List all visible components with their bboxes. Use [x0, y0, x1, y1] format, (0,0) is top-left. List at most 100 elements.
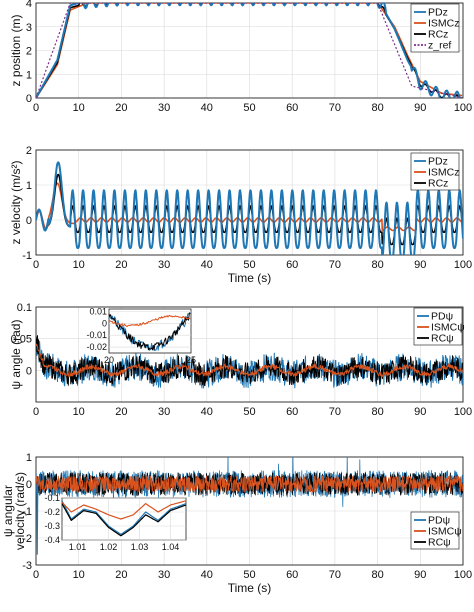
y-tick-label: 0 — [26, 93, 32, 105]
x-tick-label: 40 — [201, 569, 213, 581]
series-line-pdz — [36, 161, 463, 255]
chart-psi-angle: 0 10 20 30 40 50 60 70 80 90 100 0 0.05 0.1 ψ angle (r… — [9, 302, 472, 418]
inset-x-tick-label: 20 — [104, 355, 114, 365]
legend-entry: ISMCψ — [431, 322, 465, 334]
legend-entry: PDz — [428, 156, 448, 168]
series-group — [36, 3, 463, 98]
legend-entry: PDz — [428, 7, 448, 19]
y-axis-label: z position (m) — [9, 14, 23, 86]
x-tick-label: 70 — [329, 406, 341, 418]
x-tick-label: 90 — [414, 102, 426, 114]
y-tick-label: 2 — [26, 46, 32, 58]
inset-psi-angle: 0.01 0 -0.01 -0.02 20 25 — [86, 306, 196, 365]
y-tick-label: -1 — [22, 506, 32, 518]
y-axis-label: ψ angle (rad) — [9, 320, 23, 390]
legend-entry: RCz — [428, 29, 448, 41]
inset-series-line-pdψ — [61, 500, 187, 536]
inset-x-tick-label: 1.02 — [100, 542, 118, 552]
x-tick-label: 60 — [286, 259, 298, 271]
x-tick-label: 30 — [158, 102, 170, 114]
y-axis-label: z velocity (m/s²) — [9, 160, 23, 244]
x-tick-label: 30 — [158, 406, 170, 418]
series-line-ismcψ — [36, 475, 463, 493]
legend-entry: PDψ — [431, 311, 453, 323]
x-tick-label: 50 — [243, 406, 255, 418]
plot-frame — [35, 456, 464, 566]
x-tick-label: 30 — [158, 259, 170, 271]
x-tick-label: 0 — [33, 102, 39, 114]
x-tick-label: 40 — [201, 102, 213, 114]
x-tick-label: 70 — [329, 569, 341, 581]
x-tick-label: 30 — [158, 569, 170, 581]
x-tick-label: 20 — [115, 569, 127, 581]
x-tick-label: 60 — [286, 406, 298, 418]
inset-y-tick-label: -0.2 — [44, 507, 60, 517]
series-line-zref — [36, 3, 463, 98]
inset-x-tick-label: 1.01 — [69, 542, 87, 552]
y-tick-label: 0 — [26, 365, 32, 377]
x-tick-label: 60 — [286, 569, 298, 581]
x-tick-label: 100 — [454, 569, 472, 581]
y-tick-label: -3 — [22, 560, 32, 572]
inset-series-line-ismcψ — [108, 314, 191, 328]
y-tick-label: 1 — [26, 452, 32, 464]
legend-entry: PDψ — [428, 515, 450, 527]
x-tick-label: 0 — [33, 569, 39, 581]
x-tick-label: 80 — [371, 569, 383, 581]
inset-y-tick-label: -0.1 — [44, 493, 60, 503]
x-tick-label: 40 — [201, 259, 213, 271]
legend-entry: ISMCψ — [428, 526, 462, 538]
inset-psi-angular-velocity: -0.1 -0.2 -0.3 -0.4 1.01 1.02 1.03 1.04 — [44, 493, 187, 552]
series-line-pdz — [36, 3, 461, 98]
x-tick-label: 20 — [115, 102, 127, 114]
y-tick-label: 3 — [26, 22, 32, 34]
legend-entry: RCψ — [428, 537, 451, 549]
series-line-ismcψ — [36, 343, 463, 378]
x-tick-label: 90 — [414, 569, 426, 581]
y-tick-label: -1 — [22, 250, 32, 262]
series-line-rcz — [36, 3, 461, 98]
x-tick-label: 100 — [454, 102, 472, 114]
y-tick-label: 1 — [26, 180, 32, 192]
x-tick-label: 80 — [371, 259, 383, 271]
x-tick-label: 50 — [243, 569, 255, 581]
x-tick-label: 20 — [115, 259, 127, 271]
plot-frame — [35, 149, 464, 256]
inset-y-tick-label: -0.01 — [86, 330, 107, 340]
inset-series-line-rcψ — [61, 503, 187, 537]
x-tick-label: 0 — [33, 259, 39, 271]
inset-y-tick-label: 0.01 — [89, 306, 107, 316]
x-tick-label: 100 — [454, 406, 472, 418]
y-tick-label: -2 — [22, 533, 32, 545]
inset-x-tick-label: 1.03 — [131, 542, 149, 552]
x-tick-label: 50 — [243, 102, 255, 114]
legend-entry: ISMCz — [428, 18, 460, 30]
x-tick-label: 20 — [115, 406, 127, 418]
chart-z-position: 0 10 20 30 40 50 60 70 80 90 100 0 1 2 3 4z position (m… — [9, 0, 472, 114]
y-axis-label: velocity (rad/s) — [13, 472, 27, 550]
x-tick-label: 0 — [33, 406, 39, 418]
initial-spike — [36, 481, 39, 555]
y-tick-label: 0.05 — [11, 334, 32, 346]
x-tick-label: 10 — [73, 406, 85, 418]
inset-series-line-ismcψ — [61, 500, 187, 520]
x-tick-label: 70 — [329, 102, 341, 114]
series-group — [36, 161, 463, 255]
inset-y-tick-label: 0 — [102, 318, 107, 328]
x-tick-label: 10 — [73, 569, 85, 581]
y-tick-label: 0.1 — [17, 302, 32, 314]
series-group — [36, 335, 463, 389]
x-axis-label: Time (s) — [228, 581, 272, 595]
inset-y-tick-label: -0.02 — [86, 342, 107, 352]
y-axis-label: ψ angular — [1, 485, 15, 537]
inset-x-tick-label: 1.04 — [162, 542, 180, 552]
y-tick-label: 2 — [26, 145, 32, 157]
x-tick-label: 10 — [73, 102, 85, 114]
x-tick-label: 10 — [73, 259, 85, 271]
x-tick-label: 50 — [243, 259, 255, 271]
inset-y-tick-label: -0.4 — [44, 535, 60, 545]
series-group — [36, 457, 463, 555]
legend-entry: RCψ — [431, 333, 454, 345]
inset-y-tick-label: -0.3 — [44, 521, 60, 531]
